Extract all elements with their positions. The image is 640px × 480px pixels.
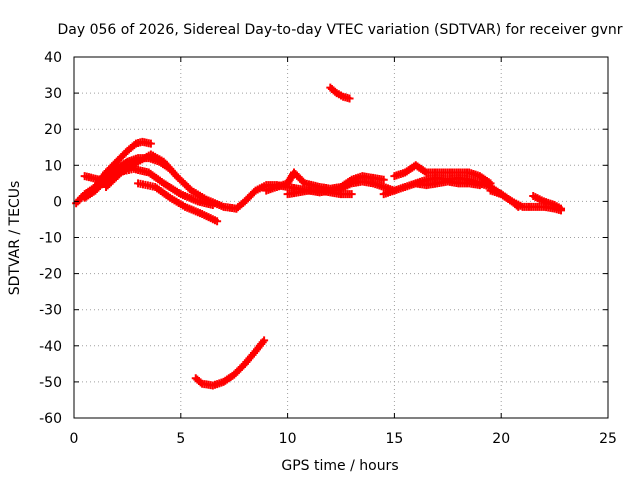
x-tick-label: 15 — [385, 431, 403, 447]
y-tick-label: 30 — [44, 86, 62, 102]
chart-title: Day 056 of 2026, Sidereal Day-to-day VTE… — [57, 22, 622, 38]
x-tick-label: 25 — [599, 431, 617, 447]
y-tick-label: -20 — [39, 267, 62, 283]
series-arc-15 — [326, 83, 354, 103]
y-tick-label: -50 — [39, 375, 62, 391]
y-tick-label: 40 — [44, 50, 62, 66]
series-arc-13 — [529, 191, 566, 213]
x-tick-label: 20 — [492, 431, 510, 447]
series-arc-14 — [191, 336, 269, 390]
data-point — [260, 336, 269, 345]
y-tick-label: 10 — [44, 158, 62, 174]
x-tick-label: 0 — [70, 431, 79, 447]
data-point — [345, 94, 354, 103]
series-arc-5 — [134, 179, 222, 226]
series-arc-3 — [80, 164, 217, 210]
data-points — [72, 83, 566, 390]
y-tick-label: -40 — [39, 339, 62, 355]
y-axis-label: SDTVAR / TECUs — [7, 181, 23, 296]
data-point — [557, 204, 566, 213]
x-axis-label: GPS time / hours — [281, 458, 398, 474]
data-point — [379, 175, 388, 184]
y-tick-label: 0 — [53, 194, 62, 210]
x-tick-label: 10 — [279, 431, 297, 447]
y-tick-label: 20 — [44, 122, 62, 138]
y-tick-label: -60 — [39, 411, 62, 427]
y-tick-label: -10 — [39, 231, 62, 247]
series-arc-4 — [102, 150, 241, 213]
axis-ticks: 0 5 10 15 20 25 -60 -50 -40 -30 -20 -10 0 10 20 30 40 — [39, 50, 617, 447]
data-point — [213, 217, 222, 226]
series-arc-11 — [411, 173, 523, 211]
x-tick-label: 5 — [176, 431, 185, 447]
series-arc-10 — [390, 161, 495, 188]
y-tick-label: -30 — [39, 303, 62, 319]
data-point — [146, 139, 155, 148]
grid-lines — [74, 57, 608, 418]
data-point — [347, 190, 356, 199]
